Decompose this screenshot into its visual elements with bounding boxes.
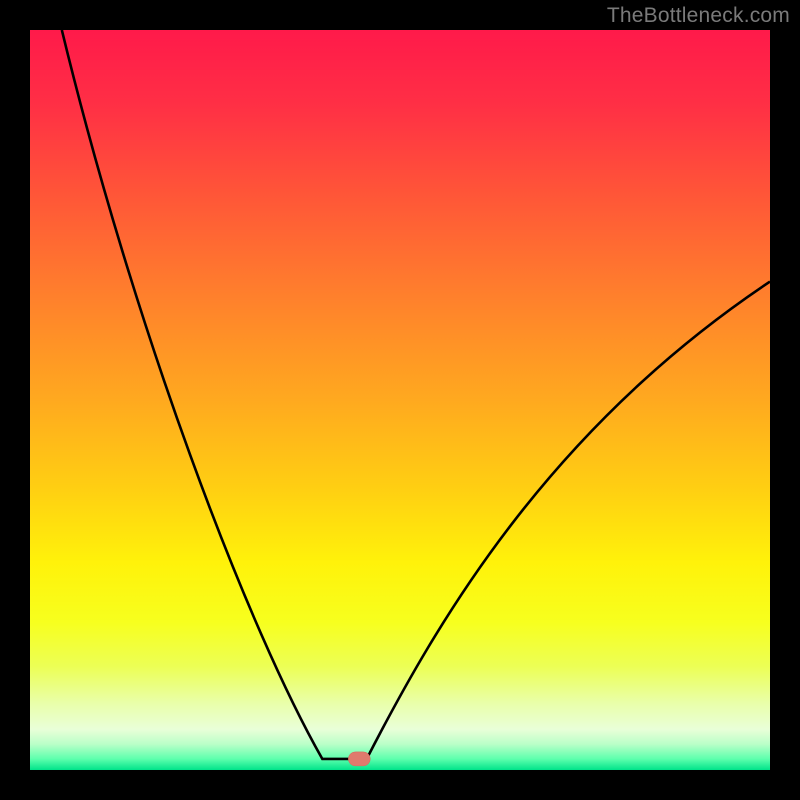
bottleneck-marker [348, 752, 370, 766]
watermark-text: TheBottleneck.com [607, 4, 790, 28]
gradient-background [30, 30, 770, 770]
chart-container: TheBottleneck.com [0, 0, 800, 800]
bottleneck-chart [0, 0, 800, 800]
